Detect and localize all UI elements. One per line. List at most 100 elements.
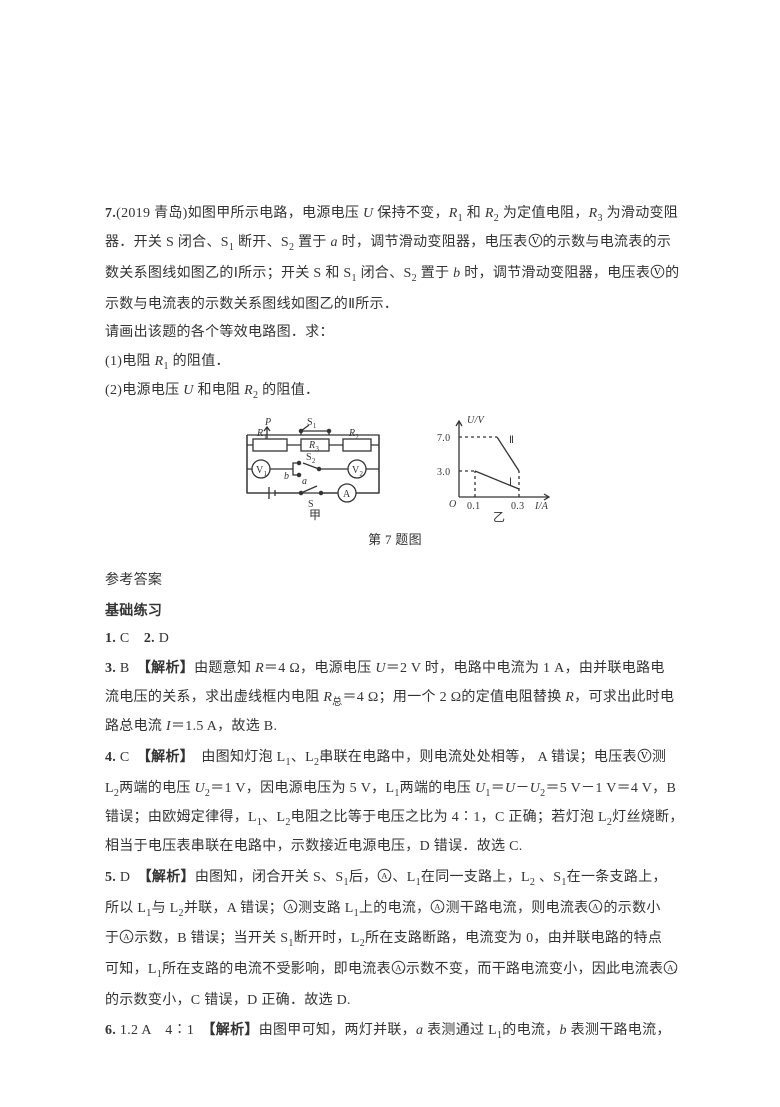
voltmeter-icon: V [528, 231, 543, 260]
svg-text:1: 1 [388, 878, 391, 883]
ans4-U2: U [194, 781, 204, 796]
ans4-h: L [105, 781, 114, 796]
ans4-r: 灯丝烧断， [612, 810, 684, 825]
svg-text:A: A [593, 902, 599, 911]
ans3-line2: 流电压的关系，求出虚线框内电阻 R总＝4 Ω；用一个 2 Ω的定值电阻替换 R，… [105, 684, 685, 713]
ans4-line4: 相当于电压表串联在电路中，示数接近电源电压，D 错误．故选 C. [105, 833, 685, 862]
ammeter-A1-icon-4: A1 [391, 958, 406, 987]
q7-paragraph-1: 7.(2019 青岛)如图甲所示电路，电源电压 U 保持不变，R1 和 R2 为… [105, 200, 685, 229]
svg-text:2: 2 [674, 970, 677, 975]
svg-text:0.3: 0.3 [511, 501, 524, 512]
svg-text:乙: 乙 [493, 510, 505, 523]
q7-sub2: (2)电源电压 U 和电阻 R2 的阻值． [105, 377, 685, 406]
ans3-k: ＝1.5 A，故选 B. [171, 719, 277, 734]
ans4-k: 两端的电压 [400, 781, 475, 796]
q7-t2d: 时，调节滑动变阻器，电压表 [338, 235, 528, 250]
graph-diagram: U/V 7.0 3.0 O 0.1 0.3 I/A Ⅱ Ⅰ 乙 [431, 413, 561, 523]
svg-text:S2: S2 [306, 452, 316, 465]
ans4-q: 电阻之比等于电压之比为 4∶1，C 正确；若灯泡 L [291, 810, 607, 825]
ammeter-A2-icon-2: A2 [119, 927, 134, 956]
ans3-line1: 3. B 【解析】由题意知 R＝4 Ω，电源电压 U＝2 V 时，电路中电流为 … [105, 653, 685, 684]
svg-text:A: A [668, 964, 674, 973]
q7-paragraph-5: 请画出该题的各个等效电路图．求： [105, 319, 685, 348]
ans4-Ut: U [505, 781, 515, 796]
svg-text:Ⅱ: Ⅱ [509, 435, 514, 446]
ans5-n: 上的电流， [359, 901, 431, 916]
ans3-R: R [255, 661, 264, 676]
q7-t2c: 置于 [294, 235, 330, 250]
ans6-line1: 6. 1.2 A 4∶1 【解析】由图甲可知，两灯并联，a 表测通过 L1的电流… [105, 1015, 685, 1046]
ans5-h: 、S [535, 870, 561, 885]
ans4-j: ＝1 V，因电源电压为 5 V，L [210, 781, 394, 796]
svg-text:7.0: 7.0 [437, 433, 450, 444]
ans5-w: 示数不变，而干路电流变小，因此电流表 [406, 962, 663, 977]
ans1-num: 1. [105, 631, 116, 646]
ans5-j: 所以 L [105, 901, 146, 916]
ans5-val: D [116, 870, 145, 885]
ans3-num: 3. [105, 661, 116, 676]
ans5-m: 测支路 L [298, 901, 354, 916]
ans6-f: 的电流， [502, 1023, 559, 1038]
q7-paragraph-3: 数关系图线如图乙的Ⅰ所示；开关 S 和 S1 闭合、S2 置于 b 时，调节滑动… [105, 260, 685, 291]
svg-text:V: V [654, 267, 662, 278]
q7-t2b: 断开、S [234, 235, 289, 250]
svg-text:1: 1 [294, 909, 297, 914]
ans4-d: 由图知灯泡 L [187, 750, 285, 765]
ans4-l: ＝ [491, 781, 505, 796]
q7-paragraph-4: 示数与电流表的示数关系图线如图乙的Ⅱ所示． [105, 291, 685, 320]
ans5-u: 可知，L [105, 962, 157, 977]
ans5-e: 后， [349, 870, 378, 885]
ammeter-A1-icon: A1 [377, 866, 392, 895]
ans3-g: 流电压的关系，求出虚线框内电阻 [105, 690, 323, 705]
q7-paragraph-2: 器．开关 S 闭合、S1 断开、S2 置于 a 时，调节滑动变阻器，电压表V的示… [105, 229, 685, 260]
svg-text:0.1: 0.1 [467, 501, 480, 512]
ammeter-A1-icon-2: A1 [283, 897, 298, 926]
ans6-e: 表测通过 L [423, 1023, 497, 1038]
ans2-val: D [155, 631, 169, 646]
ans5-d: 由图知，闭合开关 S、S [195, 870, 344, 885]
svg-text:A: A [382, 871, 388, 880]
svg-text:V: V [641, 751, 649, 762]
ans6-b: b [559, 1023, 566, 1038]
ans5-t: 所在支路断路，电流变为 0，由并联电路的特点 [365, 931, 662, 946]
ans5-i: 在一条支路上， [567, 870, 667, 885]
svg-text:A: A [435, 902, 441, 911]
q7-t3d: 时，调节滑动变阻器，电压表 [460, 266, 650, 281]
ans5-line5: 的示数变小，C 错误，D 正确．故选 D. [105, 987, 685, 1016]
q7-t1c: 和 [463, 206, 485, 221]
ans3-i: ，可求出此时电 [574, 690, 674, 705]
ans4-i: 两端的电压 [119, 781, 194, 796]
ans4-g: 测 [652, 750, 666, 765]
q7-t7a: (2)电源电压 [105, 383, 183, 398]
ans4-n: ＝5 V－1 V＝4 V，B [545, 781, 676, 796]
ammeter-A1-icon-3: A1 [588, 897, 603, 926]
svg-text:A: A [343, 489, 351, 500]
sym-R2b: R [244, 383, 253, 398]
q7-t6a: (1)电阻 [105, 354, 155, 369]
ans4-U2b: U [530, 781, 540, 796]
sym-R2: R [485, 206, 494, 221]
ans6-val: 1.2 A 4∶1 [116, 1023, 208, 1038]
svg-text:A: A [288, 902, 294, 911]
q7-t7c: 的阻值． [258, 383, 319, 398]
q7-t2a: 器．开关 S 闭合、S [105, 235, 229, 250]
ans4-o: 错误；由欧姆定律得，L [105, 810, 257, 825]
q7-t3e: 的 [665, 266, 679, 281]
sym-R3: R [589, 206, 598, 221]
ans5-o: 测干路电流，则电流表 [445, 901, 588, 916]
q7-figure: P R1 S1 R3 R2 V1 V2 S2 b a S A 甲 [105, 413, 685, 523]
ans5-line2: 所以 L1与 L2并联，A 错误；A1测支路 L1上的电流，A2测干路电流，则电… [105, 895, 685, 926]
ans5-r: 示数，B 错误；当开关 S [134, 931, 288, 946]
ans4-exp: 【解析】 [144, 748, 187, 764]
svg-text:S1: S1 [307, 417, 317, 430]
ans5-exp: 【解析】 [145, 868, 195, 884]
ans2-num: 2. [144, 631, 155, 646]
q7-t3c: 置于 [417, 266, 453, 281]
ans3-f: ＝2 V 时，电路中电流为 1 A，由并联电路电 [386, 661, 665, 676]
q7-sub1: (1)电阻 R1 的阻值． [105, 348, 685, 377]
ans5-line3: 于A2示数，B 错误；当开关 S1断开时，L2所在支路断路，电流变为 0，由并联… [105, 925, 685, 956]
ans4-line2: L2两端的电压 U2＝1 V，因电源电压为 5 V，L1两端的电压 U1＝U－U… [105, 775, 685, 804]
ans5-line1: 5. D 【解析】由图知，闭合开关 S、S1后，A1、L1在同一支路上，L2 、… [105, 862, 685, 895]
svg-text:A: A [395, 964, 401, 973]
ans3-U: U [375, 661, 385, 676]
